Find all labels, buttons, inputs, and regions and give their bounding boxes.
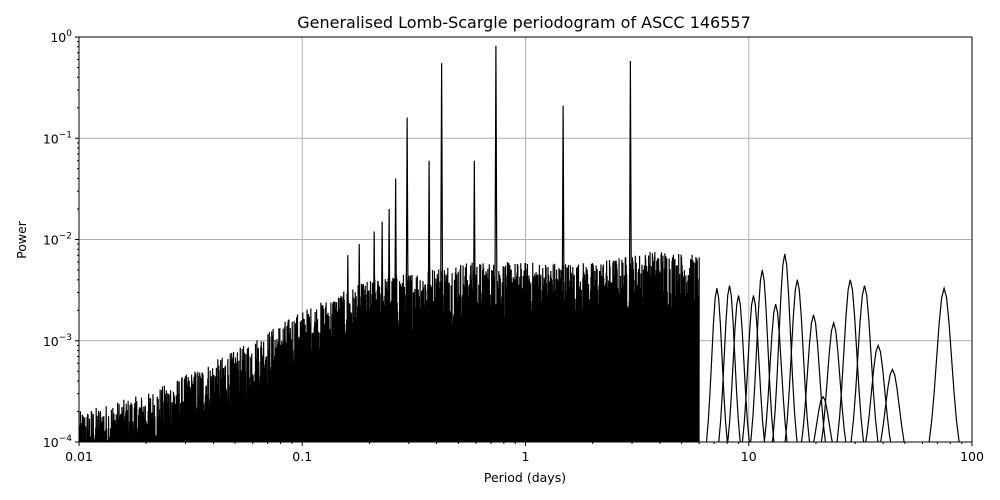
periodogram-bump <box>718 285 741 442</box>
x-tick-label: 0.01 <box>65 449 93 464</box>
periodogram-bump <box>836 279 865 442</box>
periodogram-peak <box>387 209 392 442</box>
periodogram-bump <box>705 288 729 442</box>
x-axis: 0.01 0.1 1 10 100 <box>65 442 984 464</box>
periodogram-bump <box>850 285 879 442</box>
y-tick-label: 10−2 <box>43 232 72 248</box>
periodogram-peak <box>493 45 499 442</box>
periodogram-bump <box>800 314 827 442</box>
periodogram-peak <box>427 160 432 442</box>
y-axis-label: Power <box>14 220 29 259</box>
plot-area <box>79 45 960 442</box>
periodogram-peak <box>561 105 566 442</box>
periodogram-bump <box>880 368 905 442</box>
periodogram-bump <box>741 295 766 442</box>
periodogram-peak <box>472 160 477 442</box>
y-tick-label: 10−4 <box>43 434 72 450</box>
x-tick-label: 100 <box>960 449 984 464</box>
periodogram-peak <box>628 60 633 442</box>
periodogram-peak <box>357 244 362 442</box>
periodogram-bump <box>749 269 775 442</box>
periodogram-peak <box>405 117 410 442</box>
periodogram-bump <box>813 395 833 442</box>
periodogram-peak <box>345 255 350 442</box>
y-tick-label: 10−3 <box>43 333 72 349</box>
periodogram-bump <box>771 253 798 442</box>
grid-lines <box>79 37 972 442</box>
periodogram-bump <box>820 320 847 442</box>
x-tick-label: 0.1 <box>292 449 312 464</box>
periodogram-peak <box>372 231 377 442</box>
y-axis: 10−4 10−3 10−2 10−1 100 <box>43 29 79 450</box>
periodogram-bump <box>727 295 750 442</box>
chart-title: Generalised Lomb-Scargle periodogram of … <box>297 13 751 32</box>
periodogram-bump <box>763 304 788 442</box>
periodogram-bump <box>784 279 811 442</box>
periodogram-peak <box>380 221 385 442</box>
x-axis-label: Period (days) <box>484 470 566 485</box>
y-tick-label: 100 <box>50 29 72 45</box>
y-tick-label: 10−1 <box>43 130 72 146</box>
periodogram-bump <box>928 285 960 442</box>
periodogram-bump <box>865 343 892 442</box>
periodogram-peak <box>439 63 444 442</box>
periodogram-peak <box>393 178 398 442</box>
x-tick-label: 1 <box>522 449 530 464</box>
x-tick-label: 10 <box>741 449 757 464</box>
